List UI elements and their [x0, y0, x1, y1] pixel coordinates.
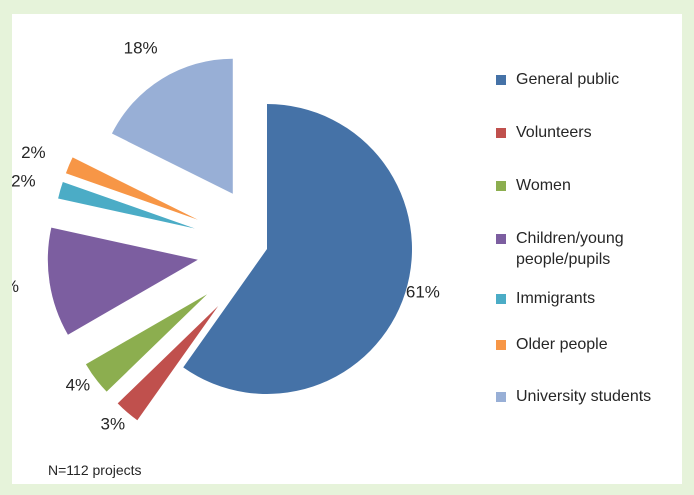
value-label-older-people: 2%	[21, 143, 46, 162]
legend-label: Women	[516, 177, 571, 194]
sample-size-note: N=112 projects	[48, 462, 142, 478]
value-label-children-young-people-pupils: 12%	[12, 277, 19, 296]
pie-slice-women	[85, 294, 208, 392]
legend-label: Children/young people/pupils	[516, 230, 624, 268]
value-label-women: 4%	[66, 375, 91, 394]
legend-swatch	[496, 340, 506, 350]
chart-figure: 61% 3% 4% 12% 2% 2% 18% General public Voluntee…	[12, 14, 682, 484]
pie-value-labels: 61% 3% 4% 12% 2% 2% 18%	[12, 38, 440, 433]
legend-label: Immigrants	[516, 290, 596, 307]
value-label-university-students: 18%	[124, 38, 158, 57]
pie-slice-children-young-people-pupils	[47, 227, 198, 335]
pie-slice-volunteers	[117, 305, 219, 421]
pie-slice-university-students	[111, 58, 233, 194]
legend-label: Volunteers	[516, 124, 592, 141]
legend-item-general-public: General public	[496, 69, 619, 90]
value-label-volunteers: 3%	[101, 414, 126, 433]
legend-swatch	[496, 181, 506, 191]
legend-swatch	[496, 128, 506, 138]
legend-swatch	[496, 234, 506, 244]
pie-slice-general-public	[183, 104, 412, 394]
legend-label: Older people	[516, 336, 608, 353]
value-label-general-public: 61%	[406, 283, 440, 302]
legend-item-immigrants: Immigrants	[496, 288, 595, 309]
legend-label: University students	[516, 388, 652, 405]
pie-slice-immigrants	[58, 181, 195, 229]
pie-chart: 61% 3% 4% 12% 2% 2% 18%	[12, 38, 440, 433]
legend-label: General public	[516, 71, 620, 88]
legend-item-children-young-people-pupils: Children/young people/pupils	[496, 228, 624, 270]
legend-swatch	[496, 294, 506, 304]
legend-swatch	[496, 392, 506, 402]
legend-item-university-students: University students	[496, 386, 651, 407]
legend-item-older-people: Older people	[496, 334, 608, 355]
value-label-immigrants: 2%	[12, 171, 36, 190]
legend-swatch	[496, 75, 506, 85]
legend-item-women: Women	[496, 175, 571, 196]
pie-slices	[47, 58, 412, 421]
legend-item-volunteers: Volunteers	[496, 122, 592, 143]
pie-slice-older-people	[65, 157, 198, 220]
